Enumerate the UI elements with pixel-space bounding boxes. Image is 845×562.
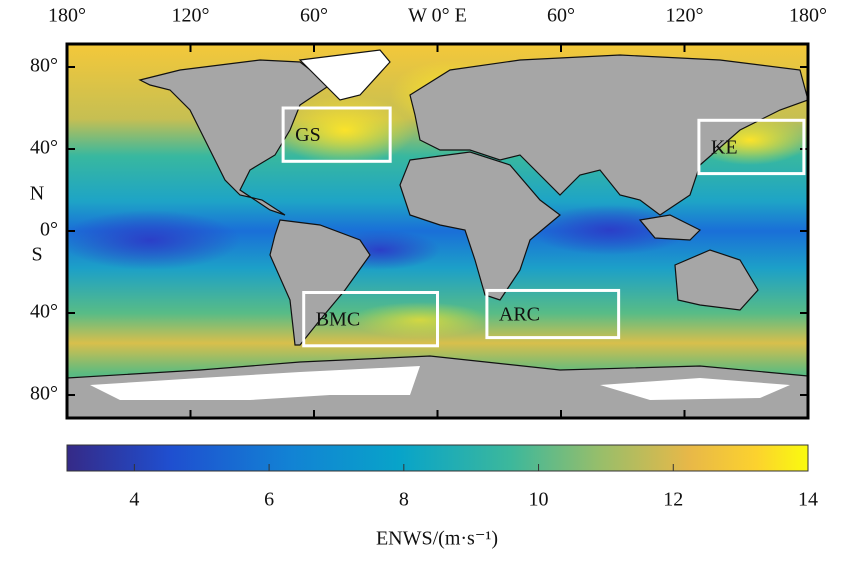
lat-label: 40°: [30, 137, 58, 159]
greenland: [298, 49, 391, 101]
colorbar-tick-label: 10: [529, 489, 549, 511]
lon-label: 180°: [48, 5, 86, 27]
hot-spot: [350, 302, 490, 338]
australia: [674, 249, 759, 311]
lon-label: 60°: [547, 5, 575, 27]
lat-label: 80°: [30, 383, 58, 405]
colorbar-label: ENWS/(m·s⁻¹): [376, 528, 498, 550]
ice-shelf: [90, 366, 420, 400]
calm-area: [530, 205, 690, 255]
colorbar: [66, 444, 809, 472]
lat-label: 40°: [30, 301, 58, 323]
lat-label: 0°: [40, 219, 58, 241]
lon-label: 180°: [789, 5, 827, 27]
region-box: [281, 106, 392, 163]
eurasia: [409, 54, 808, 216]
africa: [399, 151, 561, 301]
colorbar-tick-label: 4: [129, 489, 139, 511]
lon-label: 60°: [300, 5, 328, 27]
calm-area: [67, 210, 240, 270]
colorbar-tick-label: 6: [264, 489, 274, 511]
region-box: [302, 291, 440, 348]
ice-shelf: [600, 378, 790, 400]
region-box: [697, 118, 806, 176]
region-label: BMC: [316, 309, 360, 331]
south-america: [269, 219, 371, 346]
colorbar-tick-label: 12: [663, 489, 683, 511]
south-label: S: [31, 244, 42, 266]
region-label: ARC: [499, 304, 540, 326]
region-box: [485, 288, 621, 340]
lat-label: 80°: [30, 55, 58, 77]
north-label: N: [30, 183, 44, 205]
antarctica: [67, 355, 808, 418]
colorbar-tick-label: 8: [399, 489, 409, 511]
region-label: KE: [711, 137, 738, 159]
lon-label: 120°: [666, 5, 704, 27]
lon-label: W 0° E: [408, 5, 467, 27]
region-label: GS: [295, 124, 321, 146]
colorbar-tick-label: 14: [798, 489, 818, 511]
north-america: [138, 59, 332, 216]
hot-spot: [275, 95, 415, 165]
land: [67, 49, 808, 418]
lon-label: 120°: [172, 5, 210, 27]
maritime-continent: [638, 214, 702, 241]
wind-field: [67, 44, 808, 418]
